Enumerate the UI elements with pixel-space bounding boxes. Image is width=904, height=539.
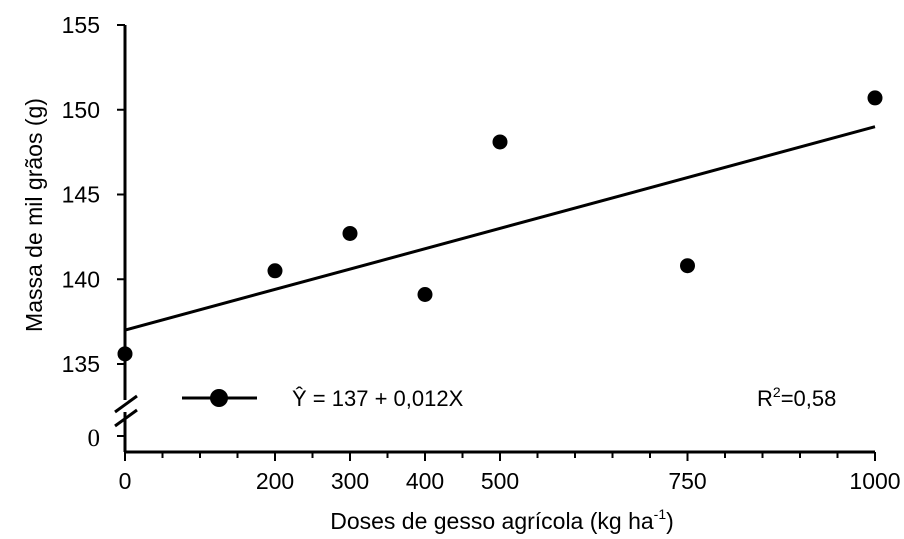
legend-r2-sup: 2 (773, 384, 781, 400)
legend-r2-prefix: R (757, 386, 773, 411)
x-axis-label-main: Doses de gesso agrícola (kg ha (330, 508, 654, 534)
y-tick-label: 135 (62, 351, 100, 377)
data-point (680, 258, 695, 274)
axis-break-mark (114, 394, 138, 414)
legend: Ŷ = 137 + 0,012X R2=0,58 (182, 384, 836, 411)
regression-line (124, 125, 876, 332)
x-axis-label-sup: -1 (654, 506, 667, 522)
x-tick-label: 300 (331, 468, 369, 494)
x-axis-label: Doses de gesso agrícola (kg ha-1) (330, 506, 674, 534)
x-ticks: 0 200 300 400 500 750 1000 (119, 452, 901, 494)
data-point (417, 287, 433, 303)
legend-equation: Ŷ = 137 + 0,012X (292, 386, 464, 411)
x-axis-label-end: ) (666, 508, 674, 534)
y-tick-label: 145 (62, 182, 100, 208)
axis-break-mark (114, 408, 138, 428)
legend-r2-suffix: =0,58 (781, 386, 837, 411)
y-tick-label: 155 (62, 12, 100, 38)
x-tick-label: 200 (256, 468, 294, 494)
data-point (342, 225, 358, 241)
legend-r2: R2=0,58 (757, 384, 836, 411)
legend-marker-sample (210, 389, 228, 407)
y-tick-label: 150 (62, 97, 100, 123)
x-tick-label: 400 (406, 468, 444, 494)
data-point (267, 263, 283, 279)
y-tick-label: 140 (62, 266, 100, 292)
x-tick-label: 0 (119, 468, 132, 494)
y-break-tick-label: 0 (88, 425, 101, 452)
data-points (117, 90, 883, 362)
data-point (117, 346, 133, 362)
x-tick-label: 1000 (849, 468, 900, 494)
x-minor-ticks (161, 452, 839, 458)
x-tick-label: 500 (481, 468, 519, 494)
data-point (867, 90, 883, 106)
data-point (492, 134, 508, 150)
x-tick-label: 750 (668, 468, 706, 494)
y-ticks: 135 140 145 150 155 (62, 12, 125, 377)
y-axis-label: Massa de mil grãos (g) (21, 98, 47, 332)
